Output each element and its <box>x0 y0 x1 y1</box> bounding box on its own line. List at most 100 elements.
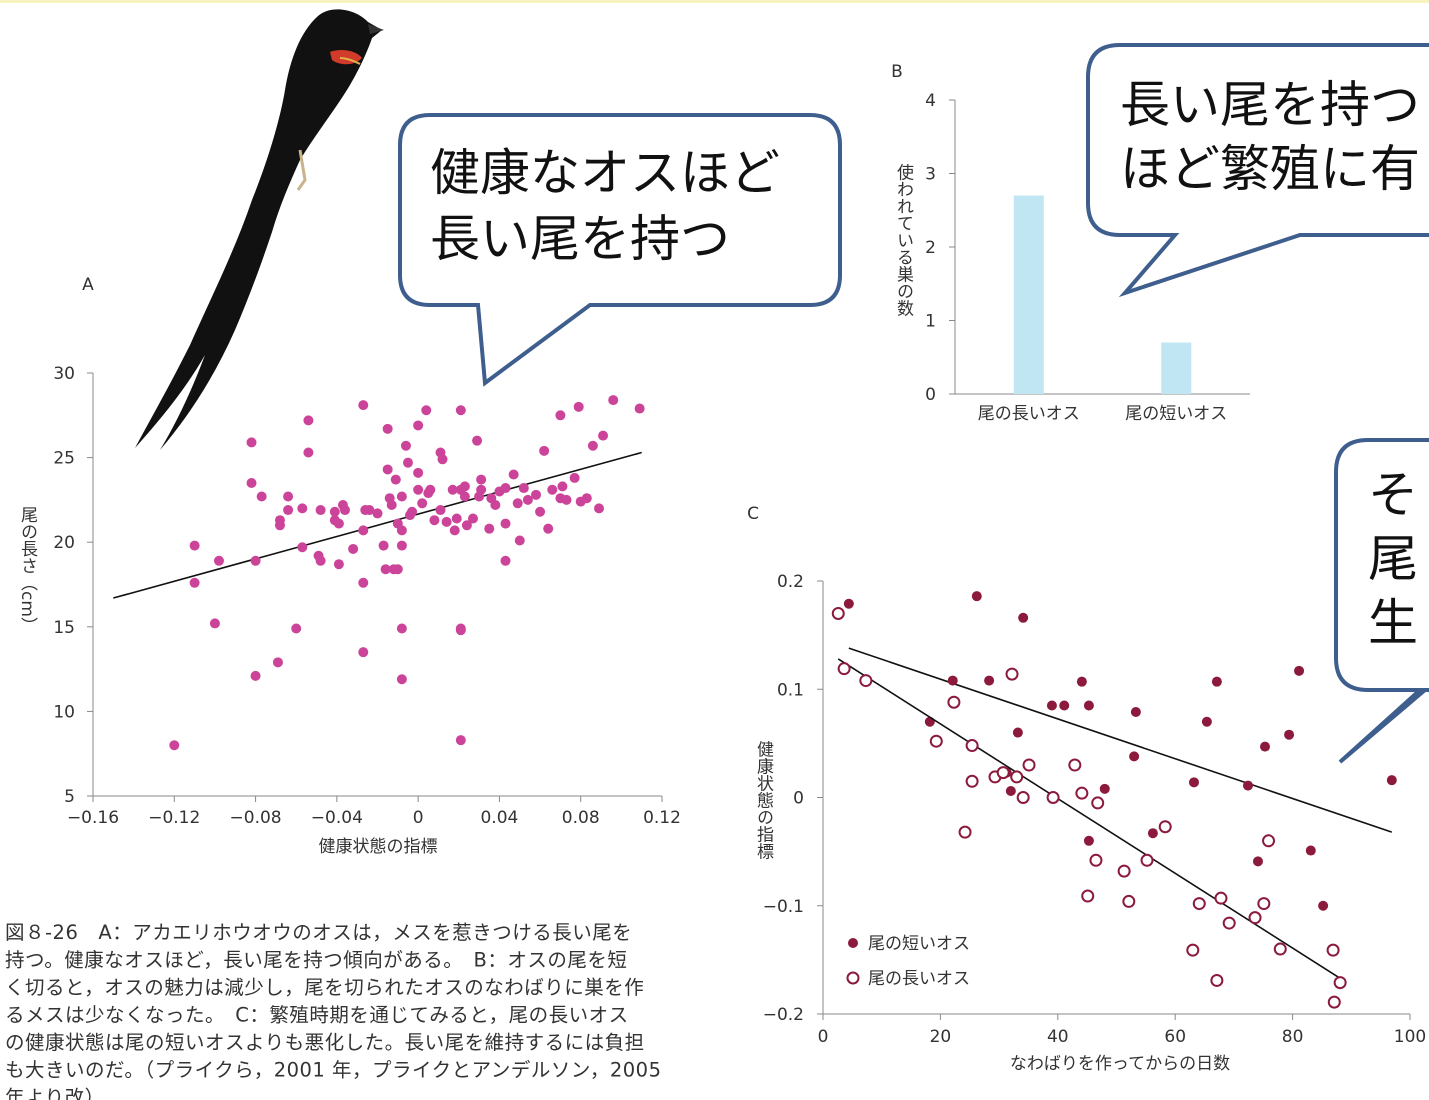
x-tick-label: 80 <box>1282 1027 1304 1047</box>
callout-text: 長い尾を持つ <box>1120 76 1420 134</box>
data-point <box>447 484 458 495</box>
data-point <box>455 625 466 636</box>
data-point <box>372 508 383 519</box>
y-tick-label: 5 <box>64 787 75 807</box>
data-point <box>380 564 391 575</box>
data-point <box>413 467 424 478</box>
data-point <box>382 464 393 475</box>
data-point <box>1059 700 1070 711</box>
data-point <box>1083 835 1094 846</box>
data-point <box>965 774 979 788</box>
data-point <box>1010 770 1024 784</box>
caption-line: 持つ。健康なオスほど，長い尾を持つ傾向がある。 B：オスの尾を短 <box>5 949 627 972</box>
data-point <box>429 515 440 526</box>
data-point <box>947 675 958 686</box>
data-point <box>512 498 523 509</box>
panel-label: A <box>82 275 94 295</box>
data-point <box>500 518 511 529</box>
data-point <box>484 523 495 534</box>
data-point <box>608 395 619 406</box>
y-tick-label: 0 <box>925 385 936 405</box>
data-point <box>555 410 566 421</box>
data-point <box>1242 780 1253 791</box>
data-point <box>1083 700 1094 711</box>
data-point <box>449 525 460 536</box>
caption-line: も大きいのだ。（プライクら，2001 年，プライクとアンデルソン，2005 <box>5 1059 662 1082</box>
data-point <box>1260 741 1271 752</box>
x-tick-label: 0 <box>818 1027 829 1047</box>
data-point <box>246 437 257 448</box>
callout-bubble <box>1086 43 1429 298</box>
data-point <box>531 489 542 500</box>
data-point <box>1130 706 1141 717</box>
y-tick-label: 3 <box>925 165 936 185</box>
data-point <box>1318 900 1329 911</box>
data-point <box>169 740 180 751</box>
bar <box>1013 195 1044 394</box>
data-point <box>396 491 407 502</box>
data-point <box>189 577 200 588</box>
data-point <box>996 766 1010 780</box>
data-point <box>1005 667 1019 681</box>
data-point <box>1117 864 1131 878</box>
trend-line <box>848 647 1393 833</box>
data-point <box>386 499 397 510</box>
data-point <box>508 469 519 480</box>
y-axis-title: 尾の長さ（cm） <box>17 506 38 634</box>
data-point <box>1046 700 1057 711</box>
data-point <box>1326 943 1340 957</box>
data-point <box>1099 783 1110 794</box>
legend-label: 尾の短いオス <box>868 934 970 954</box>
callout-text: 健康なオスほど <box>430 144 780 202</box>
y-tick-label: 30 <box>53 364 75 384</box>
data-point <box>400 440 411 451</box>
data-point <box>315 505 326 516</box>
data-point <box>1222 916 1236 930</box>
data-point <box>535 506 546 517</box>
y-tick-label: −0.1 <box>763 897 804 917</box>
data-point <box>358 400 369 411</box>
y-tick-label: 25 <box>53 449 75 469</box>
chart: A 5 10 15 20 25 30 −0.16 −0.12 −0.08 −0.04 0 0.04 0.0… <box>17 275 681 857</box>
data-point <box>1294 665 1305 676</box>
data-point <box>971 591 982 602</box>
caption-line: るメスは少なくなった。 C：繁殖時期を通じてみると，尾の長いオス <box>5 1004 629 1027</box>
data-point <box>425 484 436 495</box>
data-point <box>256 491 267 502</box>
data-point <box>1018 612 1029 623</box>
callout-text: 長い尾を持つ <box>430 210 730 268</box>
y-tick-label: 0.2 <box>777 572 804 592</box>
y-tick-label: 2 <box>925 238 936 258</box>
data-point <box>1089 853 1103 867</box>
data-point <box>1327 995 1341 1009</box>
legend-marker <box>848 938 858 948</box>
data-point <box>1012 727 1023 738</box>
data-point <box>455 735 466 746</box>
data-point <box>557 481 568 492</box>
data-point <box>1305 845 1316 856</box>
data-point <box>396 525 407 536</box>
panel-label: C <box>747 504 759 524</box>
trend-line <box>837 658 1341 979</box>
y-tick-label: 20 <box>53 533 75 553</box>
x-tick-label: −0.08 <box>230 808 282 828</box>
legend-marker <box>846 971 860 985</box>
data-point <box>451 513 462 524</box>
data-point <box>1140 853 1154 867</box>
data-point <box>303 415 314 426</box>
data-point <box>837 662 851 676</box>
data-point <box>435 505 446 516</box>
data-point <box>297 503 308 514</box>
y-tick-label: 0 <box>793 789 804 809</box>
data-point <box>421 405 432 416</box>
data-point <box>476 484 487 495</box>
data-point <box>1262 834 1276 848</box>
data-point <box>407 506 418 517</box>
data-point <box>209 618 220 629</box>
data-point <box>1158 820 1172 834</box>
y-axis-title: 使われている巣の数 <box>893 162 914 316</box>
data-point <box>1046 791 1060 804</box>
data-point <box>303 447 314 458</box>
data-point <box>522 494 533 505</box>
data-point <box>329 506 340 517</box>
